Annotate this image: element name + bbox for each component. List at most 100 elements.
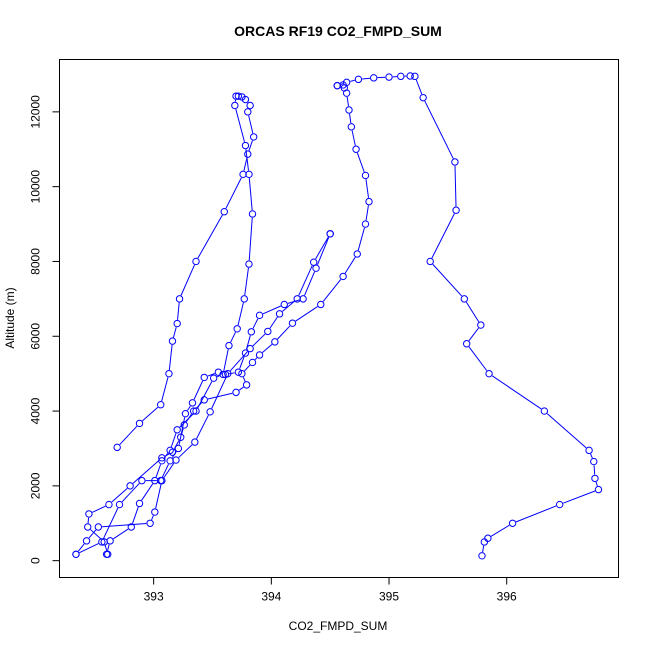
series-segment — [77, 543, 85, 552]
data-point — [246, 344, 254, 353]
data-point — [361, 171, 370, 180]
data-point — [480, 538, 489, 546]
data-point — [460, 295, 469, 303]
data-point — [85, 510, 93, 518]
data-point — [347, 123, 356, 131]
data-point — [209, 374, 218, 382]
series-segment — [119, 425, 138, 445]
series-segment — [177, 302, 180, 320]
series-segment — [197, 381, 213, 408]
data-point — [234, 92, 243, 100]
data-point — [242, 381, 251, 389]
data-point — [333, 81, 341, 90]
series-segment — [465, 301, 480, 323]
data-point — [135, 419, 144, 428]
data-point — [158, 454, 166, 462]
series-segment — [79, 543, 99, 554]
y-tick-label: 2000 — [29, 472, 43, 499]
y-tick-label: 10000 — [29, 170, 43, 204]
data-point — [248, 210, 257, 218]
data-point — [361, 220, 370, 228]
series-segment — [357, 227, 365, 251]
series-segment — [491, 375, 542, 410]
series-segment — [431, 213, 455, 259]
series-segment — [102, 523, 147, 528]
y-tick-label: 12000 — [29, 95, 43, 129]
series-segment — [269, 316, 278, 329]
data-point — [84, 523, 92, 531]
data-point — [288, 319, 297, 327]
data-point — [100, 538, 108, 546]
y-axis-label: Altitude (m) — [3, 287, 17, 348]
series-segment — [322, 279, 342, 302]
series-segment — [244, 364, 251, 372]
series-segment — [482, 545, 485, 553]
series-6 — [333, 72, 603, 560]
x-tick-label: 393 — [144, 590, 164, 604]
series-segment — [295, 306, 318, 322]
x-tick-label: 395 — [379, 590, 399, 604]
series-segment — [161, 377, 169, 402]
data-point — [98, 538, 106, 546]
series-segment — [173, 440, 180, 450]
y-axis: 0 2000 4000 6000 8000 10000 12000 — [29, 95, 60, 564]
data-point — [317, 300, 325, 309]
series-3 — [72, 230, 334, 559]
series-segment — [193, 380, 204, 400]
data-point — [244, 150, 252, 158]
data-point — [175, 295, 184, 303]
series-segment — [243, 157, 248, 171]
data-point — [555, 500, 564, 509]
series-segment — [244, 267, 249, 296]
series-segment — [242, 376, 246, 382]
series-segment — [132, 459, 160, 484]
data-point — [244, 108, 252, 116]
data-point — [365, 197, 373, 206]
series-segment — [239, 356, 245, 369]
series-segment — [121, 483, 140, 503]
data-point — [245, 260, 253, 268]
data-point — [72, 550, 80, 559]
data-point — [342, 78, 351, 87]
series-segment — [90, 529, 102, 540]
data-point — [275, 310, 284, 318]
data-point — [478, 552, 486, 560]
series-segment — [277, 325, 291, 340]
series-segment — [248, 140, 253, 151]
series-segment — [238, 386, 244, 391]
data-point — [113, 443, 121, 452]
series-segment — [111, 488, 128, 503]
data-point — [419, 93, 427, 102]
data-point — [247, 328, 256, 336]
series-segment — [161, 464, 169, 478]
series-segment — [248, 115, 254, 134]
series-segment — [252, 318, 259, 329]
data-point — [165, 369, 173, 378]
data-point — [594, 485, 603, 494]
data-point — [312, 264, 320, 272]
series-segment — [168, 344, 173, 370]
data-point — [191, 438, 199, 446]
series-segment — [113, 528, 129, 540]
series-segment — [350, 79, 355, 82]
series-segment — [180, 264, 195, 296]
data-point — [485, 369, 493, 378]
data-point — [540, 407, 549, 415]
data-point — [157, 401, 165, 409]
data-point — [352, 145, 360, 153]
series-segment — [304, 271, 316, 296]
data-point — [200, 373, 208, 382]
series-segment — [132, 506, 139, 524]
series-segment — [356, 152, 365, 173]
series-segment — [211, 376, 227, 409]
series-segment — [351, 130, 356, 146]
data-point — [206, 408, 214, 416]
data-point — [166, 446, 174, 455]
series-segment — [181, 428, 184, 434]
series-segment — [248, 217, 253, 261]
series-segment — [252, 333, 266, 347]
data-point — [189, 407, 198, 415]
data-point — [590, 457, 598, 466]
series-segment — [172, 327, 177, 338]
